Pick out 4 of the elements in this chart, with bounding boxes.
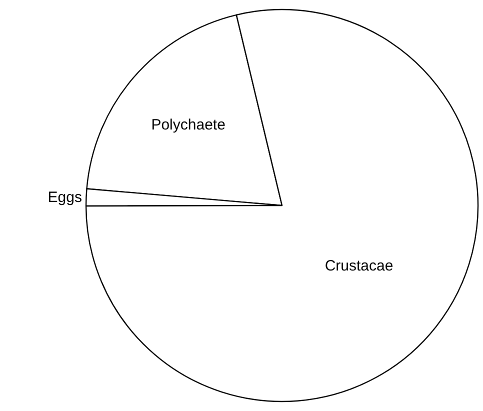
- pie-slice: [85, 8, 479, 402]
- slice-label: Crustacae: [324, 258, 394, 275]
- slice-label: Eggs: [48, 188, 82, 206]
- slice-label: Polychaete: [151, 116, 226, 134]
